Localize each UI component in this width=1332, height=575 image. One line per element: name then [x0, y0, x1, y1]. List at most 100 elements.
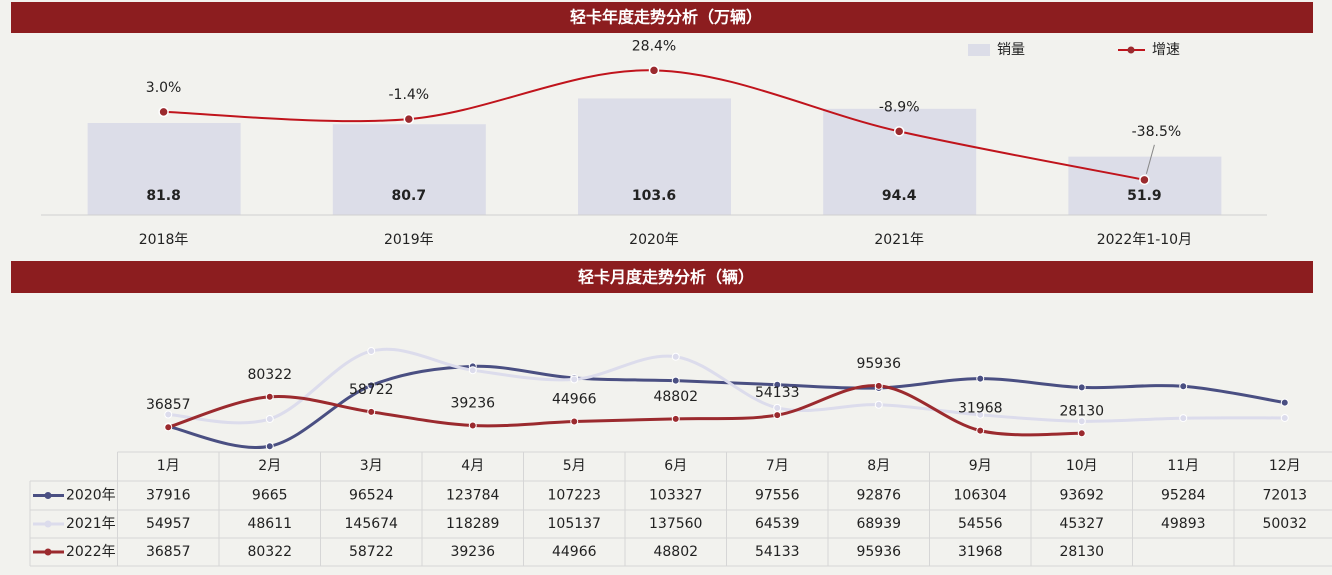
data-label: 44966 — [552, 392, 597, 408]
table-cell: 37916 — [146, 488, 191, 504]
line — [167, 364, 1285, 449]
bar-value-label: 81.8 — [146, 188, 181, 204]
legend-label: 销量 — [997, 42, 1025, 58]
table-cell: 97556 — [755, 488, 800, 504]
table-cell: 31968 — [958, 544, 1003, 560]
table-cell: 48611 — [247, 516, 292, 532]
chart-title: 轻卡月度走势分析（辆） — [578, 268, 754, 287]
table-cell: 72013 — [1262, 488, 1307, 504]
table-cell: 123784 — [446, 488, 500, 504]
leader-line — [1145, 144, 1155, 174]
line — [167, 384, 1082, 437]
banner — [11, 261, 1313, 293]
table-header: 4月 — [461, 458, 484, 474]
line-point — [158, 106, 169, 118]
line-point — [671, 414, 680, 423]
table-header: 10月 — [1066, 458, 1098, 474]
table-cell: 28130 — [1059, 544, 1104, 560]
legend-label: 2022年 — [66, 544, 116, 560]
table-cell: 103327 — [649, 488, 702, 504]
line-point — [367, 347, 376, 356]
line-point — [1280, 413, 1289, 422]
line-point — [367, 407, 376, 416]
table-cell: 92876 — [856, 488, 901, 504]
bar — [87, 122, 241, 215]
table-cell: 105137 — [548, 516, 601, 532]
table-cell: 50032 — [1262, 516, 1307, 532]
table-header: 5月 — [563, 458, 586, 474]
line-point — [468, 366, 477, 375]
table-cell: 145674 — [345, 516, 399, 532]
data-label: -38.5% — [1132, 124, 1182, 140]
data-label: -8.9% — [879, 99, 920, 115]
table-cell: 93692 — [1059, 488, 1104, 504]
line-point — [164, 410, 173, 419]
table-cell: 9665 — [252, 488, 288, 504]
table-cell: 118289 — [446, 516, 499, 532]
line-point — [164, 423, 173, 432]
line-point — [893, 126, 905, 137]
line-point — [403, 113, 415, 125]
data-label: 58722 — [349, 382, 394, 398]
line-point — [773, 403, 782, 412]
legend-swatch — [44, 492, 52, 499]
x-tick-label: 2021年 — [874, 232, 924, 248]
table-header: 2月 — [258, 458, 281, 474]
table-header: 11月 — [1167, 458, 1199, 474]
data-label: 39236 — [450, 396, 495, 412]
table-cell: 48802 — [653, 544, 698, 560]
table-cell: 54957 — [146, 516, 191, 532]
table-header: 3月 — [360, 458, 383, 474]
table-cell: 58722 — [349, 544, 394, 560]
legend-swatch — [44, 548, 52, 556]
legend-swatch — [1127, 46, 1135, 54]
bar-value-label: 103.6 — [632, 188, 676, 204]
line-point — [1179, 382, 1188, 391]
data-label: 3.0% — [146, 80, 182, 96]
table-cell: 54556 — [958, 516, 1003, 532]
table-cell: 44966 — [552, 544, 597, 560]
line-point — [1139, 174, 1150, 186]
table-header: 1月 — [157, 458, 180, 474]
line-point — [265, 414, 274, 423]
data-label: 80322 — [247, 367, 292, 383]
line-point — [976, 426, 985, 435]
line-point — [265, 392, 274, 401]
bar — [1068, 156, 1222, 215]
table-header: 6月 — [664, 458, 687, 474]
table-cell: 49893 — [1161, 516, 1206, 532]
table-header: 9月 — [969, 458, 992, 474]
table-header: 12月 — [1269, 458, 1301, 474]
chart-title: 轻卡年度走势分析（万辆） — [570, 8, 762, 27]
line-point — [367, 381, 376, 390]
table-cell: 106304 — [954, 488, 1008, 504]
line-point — [1280, 398, 1289, 407]
x-tick-label: 2018年 — [139, 232, 189, 248]
line-point — [874, 381, 883, 390]
table-cell: 68939 — [856, 516, 901, 532]
x-tick-label: 2020年 — [629, 232, 679, 248]
table-cell: 107223 — [548, 488, 601, 504]
line-point — [1077, 429, 1086, 438]
legend-label: 增速 — [1152, 42, 1180, 58]
line-point — [1077, 383, 1086, 392]
line — [168, 347, 1285, 425]
table-cell: 80322 — [247, 544, 292, 560]
line-point — [570, 417, 579, 426]
data-label: 28130 — [1059, 403, 1104, 419]
line-point — [773, 411, 782, 420]
x-tick-label: 2022年1-10月 — [1097, 232, 1192, 248]
legend-label: 2020年 — [66, 488, 116, 504]
table-cell: 45327 — [1059, 516, 1104, 532]
table-cell: 54133 — [755, 544, 800, 560]
bar-value-label: 51.9 — [1127, 188, 1162, 204]
data-label: 36857 — [146, 397, 191, 413]
data-label: 28.4% — [632, 38, 676, 54]
table-cell: 39236 — [450, 544, 495, 560]
table-cell: 64539 — [755, 516, 800, 532]
table-cell: 95284 — [1161, 488, 1206, 504]
data-label: -1.4% — [388, 87, 429, 103]
data-label: 48802 — [653, 389, 698, 405]
bar-value-label: 80.7 — [392, 188, 427, 204]
line-point — [1077, 417, 1086, 426]
